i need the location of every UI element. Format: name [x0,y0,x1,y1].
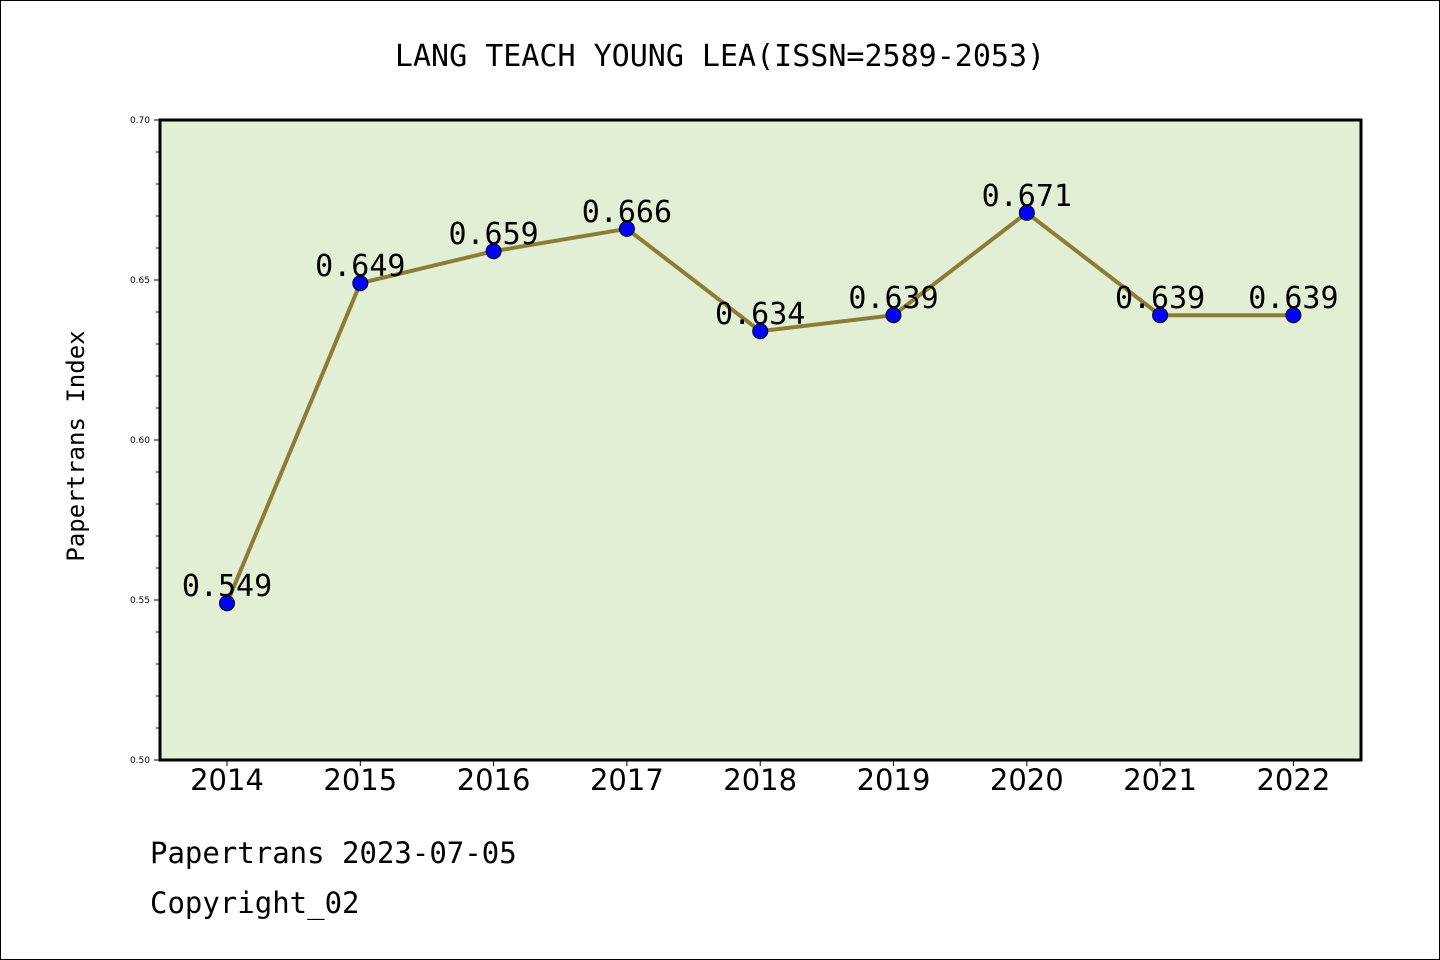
y-tick-label: 0.65 [130,276,150,286]
data-label: 0.639 [1248,281,1338,316]
x-tick-label: 2022 [1256,763,1330,797]
x-tick-label: 2014 [190,763,264,797]
data-point [618,220,635,237]
data-point [352,275,369,292]
y-axis-label: Papertrans Index [62,330,90,561]
x-tick-label: 2020 [990,763,1064,797]
data-point [1152,307,1169,324]
series-line [219,204,1302,612]
data-point [752,323,769,340]
y-axis: 0.50 0.55 0.60 0.65 0.70 [130,116,160,766]
data-label: 0.549 [182,569,272,604]
data-point [485,243,502,260]
x-tick-label: 2017 [590,763,664,797]
data-point [885,307,902,324]
x-axis: 2014 2015 2016 2017 2018 2019 2020 2021 2022 [190,760,1330,797]
y-tick-label: 0.50 [130,756,150,766]
x-tick-label: 2015 [323,763,397,797]
footer-date: Papertrans 2023-07-05 [150,836,517,870]
data-label: 0.639 [848,281,938,316]
chart-title: LANG TEACH YOUNG LEA(ISSN=2589-2053) [395,39,1045,74]
data-label: 0.649 [315,249,405,284]
plot-area [158,118,1363,762]
y-tick-label: 0.60 [130,436,150,446]
data-label: 0.634 [715,297,805,332]
x-tick-label: 2018 [723,763,797,797]
y-tick-label: 0.55 [130,596,150,606]
data-point [1018,204,1035,221]
data-label: 0.659 [448,217,538,252]
data-point [219,595,235,612]
data-label: 0.639 [1115,281,1205,316]
data-point [1285,307,1302,324]
footer-copyright: Copyright_02 [150,886,360,921]
data-labels: 0.549 0.649 0.659 0.666 0.634 0.639 0.671 0.639… [182,179,1339,604]
y-tick-label: 0.70 [130,116,150,126]
x-tick-label: 2019 [857,763,931,797]
data-label: 0.666 [582,195,672,230]
data-label: 0.671 [982,179,1072,214]
x-tick-label: 2021 [1123,763,1197,797]
x-tick-label: 2016 [457,763,531,797]
